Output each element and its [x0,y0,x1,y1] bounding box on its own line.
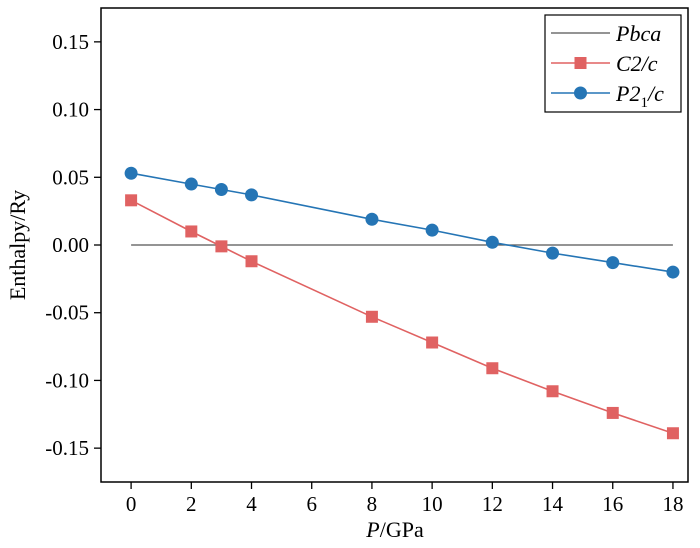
legend-label-part: /c [646,81,664,106]
legend-marker-square [574,57,587,69]
y-axis-title: Enthalpy/Ry [5,190,30,300]
x-axis-title-unit: /GPa [380,517,424,542]
x-tick-label: 14 [542,492,564,516]
data-point-circle [546,246,560,260]
data-point-circle [245,188,259,202]
data-point-circle [485,235,499,249]
series-layer [124,166,680,440]
legend-label-part: P2 [615,81,640,106]
y-tick-label: -0.05 [45,301,89,325]
legend-label-subscript: 1 [640,95,648,111]
data-point-square [426,336,439,349]
y-tick-label: 0.05 [52,165,89,189]
data-point-circle [365,212,379,226]
y-tick-label: 0.00 [52,233,89,257]
data-point-circle [666,265,680,279]
y-tick-label: -0.15 [45,436,89,460]
x-tick-label: 10 [422,492,443,516]
legend-marker-circle [574,86,587,100]
data-point-square [185,225,198,238]
data-point-square [486,362,499,375]
y-tick-label: 0.15 [52,30,89,54]
legend: Pbca C2/c P21/c [544,14,682,113]
x-tick-label: 16 [602,492,623,516]
legend-label-part: Pbca [615,21,661,46]
x-tick-label: 0 [126,492,137,516]
data-point-square [125,194,138,207]
legend-label-1: C2/c [616,51,658,76]
data-point-circle [184,177,198,191]
data-point-square [546,385,559,398]
x-tick-label: 8 [367,492,378,516]
y-axis: 0.15 0.10 0.05 0.00 -0.05 -0.10 -0.15 [45,30,101,460]
data-point-circle [214,182,228,196]
y-tick-label: 0.10 [52,98,89,122]
data-point-circle [425,223,439,237]
data-point-square [666,427,679,440]
legend-label-0: Pbca [615,21,661,46]
x-tick-label: 6 [306,492,317,516]
legend-label-part: C2/c [616,51,658,76]
data-point-circle [606,256,620,270]
data-point-circle [124,166,138,180]
x-tick-label: 2 [186,492,197,516]
x-tick-label: 18 [662,492,683,516]
x-tick-label: 4 [246,492,257,516]
x-tick-label: 12 [482,492,503,516]
data-point-square [365,310,378,323]
x-axis-title: P/GPa [365,517,424,542]
series-line-2 [130,172,674,273]
series-line-1 [130,199,674,434]
data-point-square [606,406,619,419]
y-tick-label: -0.10 [45,368,89,392]
x-axis-title-italic: P [365,517,379,542]
data-point-square [245,255,258,268]
legend-label-2: P21/c [615,81,664,111]
x-axis: 0 2 4 6 8 10 12 14 16 18 [126,482,683,516]
data-point-square [215,240,228,253]
